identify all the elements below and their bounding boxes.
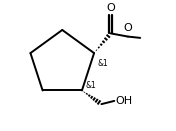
Text: &1: &1 <box>98 59 108 68</box>
Text: O: O <box>106 3 115 13</box>
Text: O: O <box>124 23 132 33</box>
Text: OH: OH <box>115 96 132 106</box>
Text: &1: &1 <box>86 81 96 90</box>
